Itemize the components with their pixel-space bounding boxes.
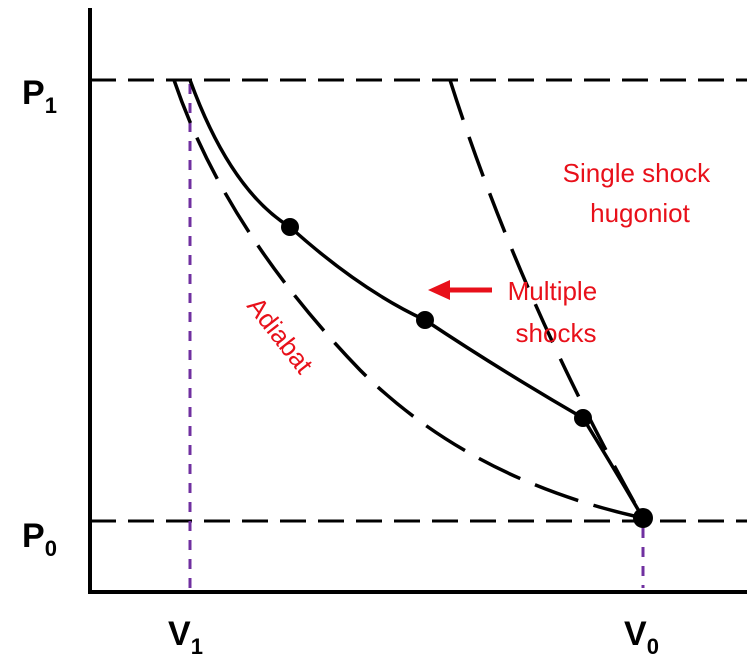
multiple-shocks-arrowhead — [428, 280, 450, 300]
adiabat-curve — [172, 79, 644, 520]
v0-label: V0 — [624, 615, 659, 658]
shock-state-point-1 — [281, 218, 299, 236]
initial-state-point — [633, 508, 653, 528]
p0-label: P0 — [22, 517, 57, 561]
shock-state-point-3 — [574, 409, 592, 427]
v1-label: V1 — [168, 615, 203, 658]
single-shock-hugoniot-label: Single shock hugoniot — [563, 158, 718, 228]
shock-state-point-2 — [416, 311, 434, 329]
multiple-shocks-label: Multiple shocks — [508, 276, 605, 348]
adiabat-label: Adiabat — [241, 291, 319, 380]
single-shock-hugoniot-curve — [448, 79, 645, 519]
p1-label: P1 — [22, 74, 57, 118]
